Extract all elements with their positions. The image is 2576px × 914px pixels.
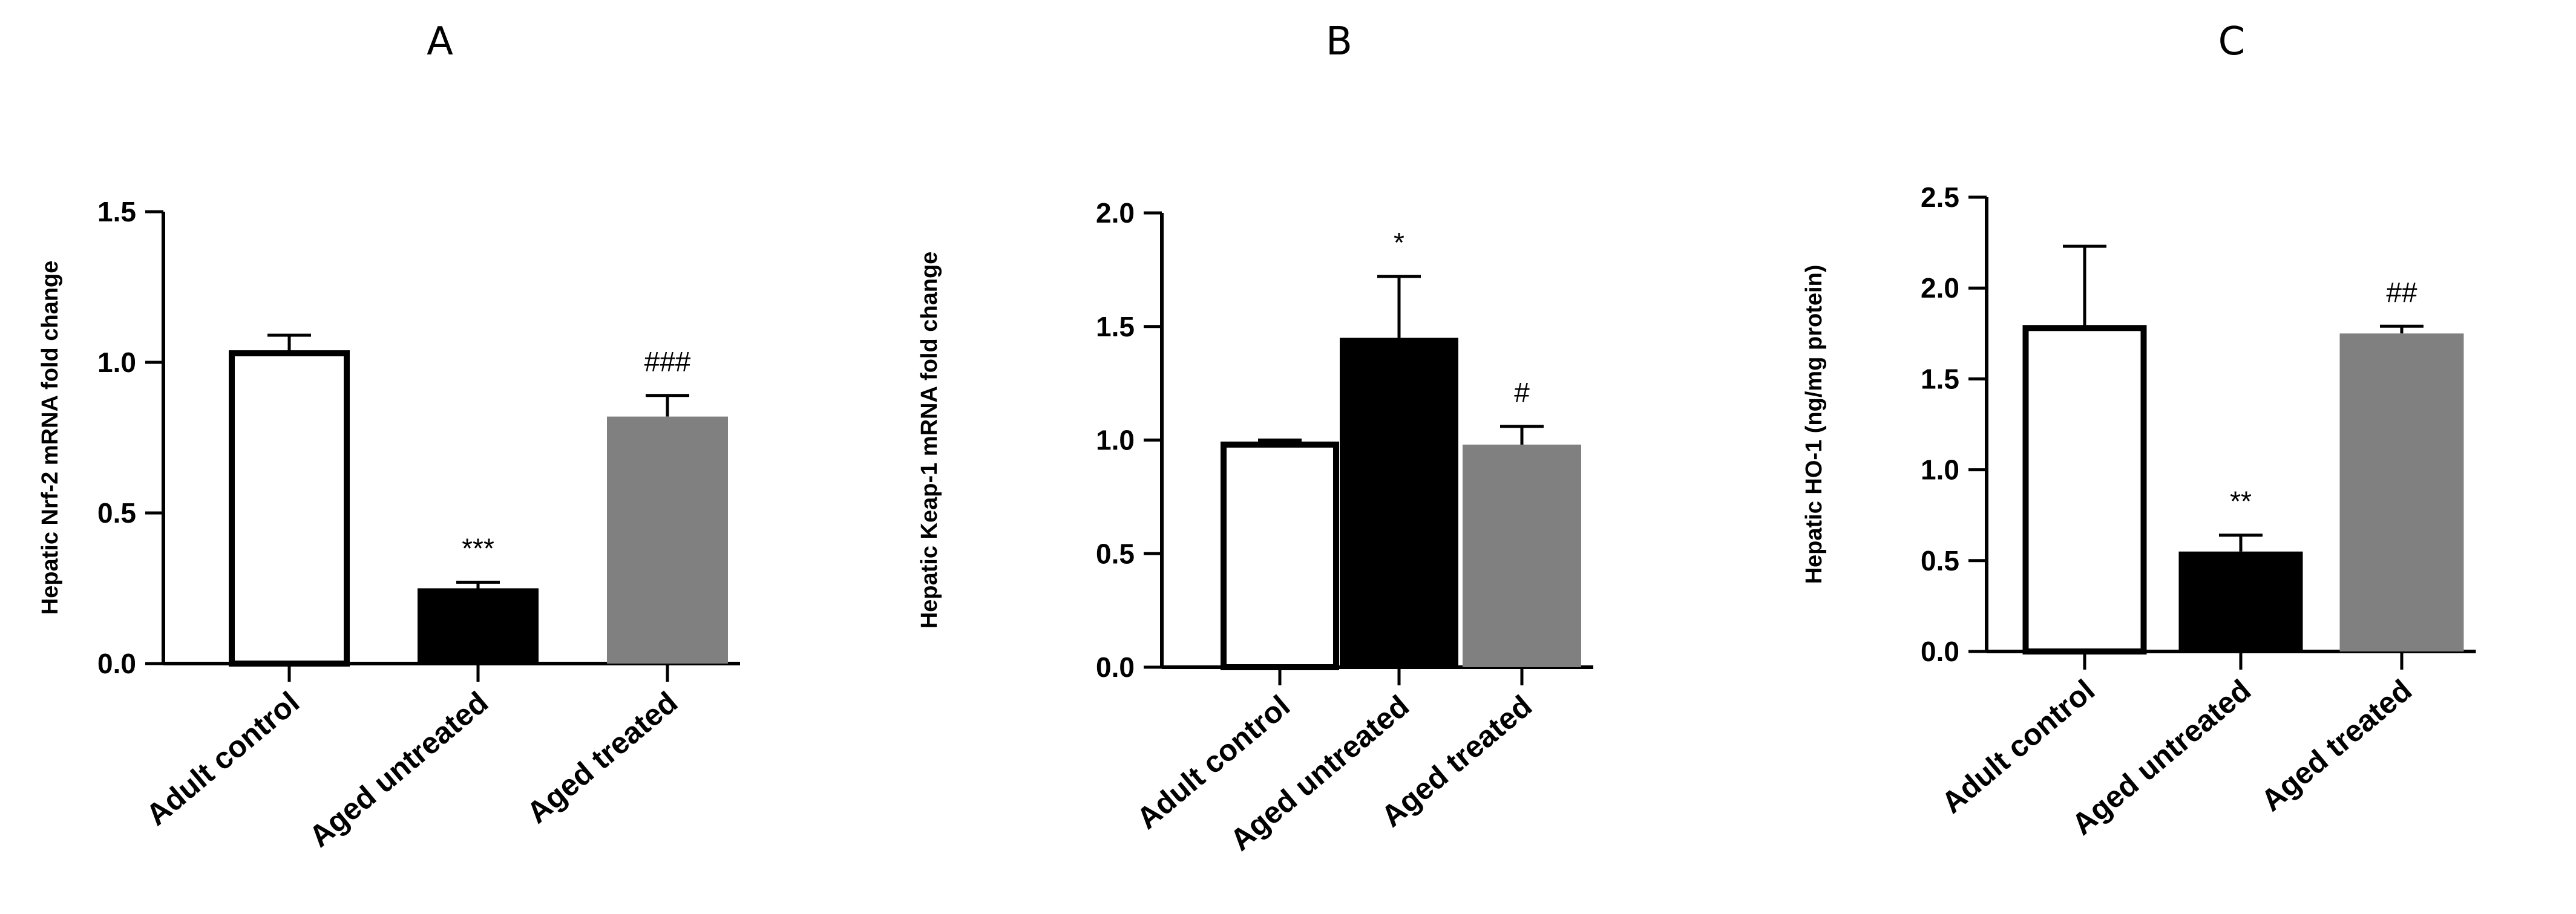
y-tick-label: 2.5	[1921, 181, 1959, 213]
significance-marker: *	[1394, 227, 1404, 258]
panel-letter: B	[1326, 19, 1352, 64]
x-tick-label: Adult control	[140, 685, 306, 832]
bar	[1340, 338, 1458, 667]
significance-marker: ##	[2386, 276, 2417, 308]
y-tick-label: 0.0	[97, 648, 136, 679]
y-tick-label: 2.0	[1921, 272, 1959, 304]
y-axis-title: Hepatic Nrf-2 mRNA fold change	[38, 261, 63, 615]
bar	[229, 350, 350, 667]
significance-marker: ***	[462, 533, 494, 564]
significance-marker: **	[2230, 486, 2252, 517]
bar	[2022, 325, 2147, 654]
y-tick-label: 2.0	[1096, 197, 1135, 229]
y-tick-label: 0.0	[1921, 636, 1959, 667]
y-tick-label: 1.0	[1921, 454, 1959, 486]
significance-marker: #	[1514, 377, 1530, 408]
bar	[418, 588, 539, 664]
significance-marker: ###	[644, 346, 691, 377]
y-axis-title: Hepatic Keap-1 mRNA fold change	[917, 252, 942, 629]
y-tick-label: 1.5	[1921, 363, 1959, 394]
panel-a: A Hepatic Nrf-2 mRNA fold change 0.0 0.5 1.0…	[38, 19, 740, 854]
x-tick-label: Aged treated	[520, 685, 684, 830]
y-tick-label: 1.5	[1096, 311, 1135, 342]
x-tick-label: Aged untreated	[303, 685, 494, 854]
bar	[607, 416, 728, 664]
y-axis-title: Hepatic HO-1 (ng/mg protein)	[1801, 265, 1827, 584]
y-tick-label: 0.5	[1921, 545, 1959, 576]
bar	[1463, 445, 1581, 667]
x-tick-label: Aged treated	[2255, 673, 2418, 818]
panel-c: C Hepatic HO-1 (ng/mg protein) 0.0 0.5 1.0 1.…	[1801, 19, 2476, 841]
y-tick-label: 0.0	[1096, 651, 1135, 683]
bar	[2339, 333, 2464, 651]
panel-letter: C	[2218, 19, 2246, 64]
panel-b: B Hepatic Keap-1 mRNA fold change 0.0 0.5 1.…	[917, 19, 1593, 857]
y-tick-label: 1.5	[97, 196, 136, 227]
y-tick-label: 0.5	[97, 497, 136, 529]
y-tick-label: 1.0	[1096, 425, 1135, 456]
y-tick-label: 1.0	[97, 347, 136, 378]
bar	[2178, 551, 2303, 651]
x-tick-label: Adult control	[1935, 673, 2101, 820]
y-tick-label: 0.5	[1096, 538, 1135, 569]
panel-letter: A	[427, 19, 453, 64]
bar	[1221, 442, 1339, 670]
